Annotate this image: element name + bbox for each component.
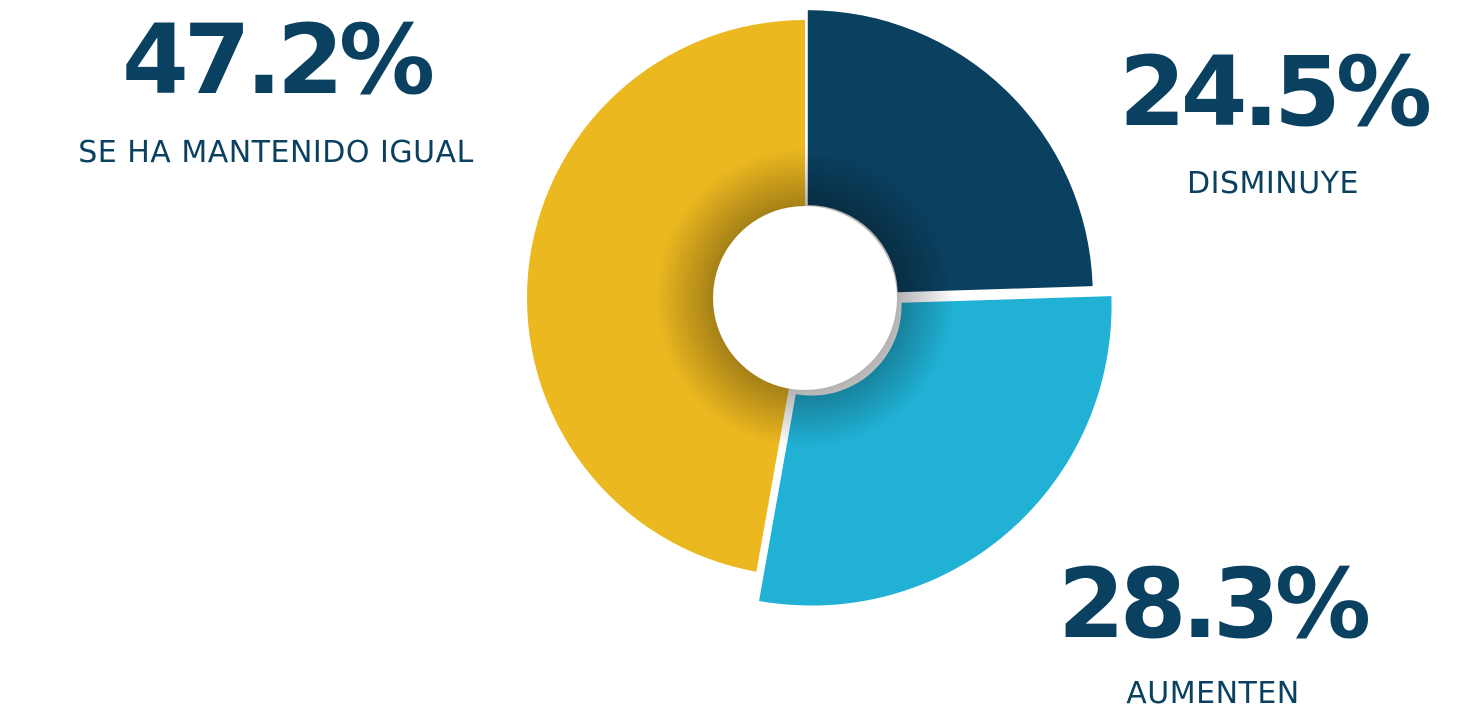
slice-value-label-disminuye: 24.5% — [1118, 36, 1432, 148]
slice-category-label-aumenten: AUMENTEN — [1126, 676, 1300, 711]
slice-aumenten — [759, 296, 1112, 606]
slice-value-label-mantenido: 47.2% — [121, 4, 435, 116]
donut-hole — [713, 206, 897, 390]
slice-value-label-aumenten: 28.3% — [1057, 548, 1371, 660]
slice-category-label-mantenido: SE HA MANTENIDO IGUAL — [78, 135, 474, 170]
slice-category-label-disminuye: DISMINUYE — [1187, 166, 1359, 201]
